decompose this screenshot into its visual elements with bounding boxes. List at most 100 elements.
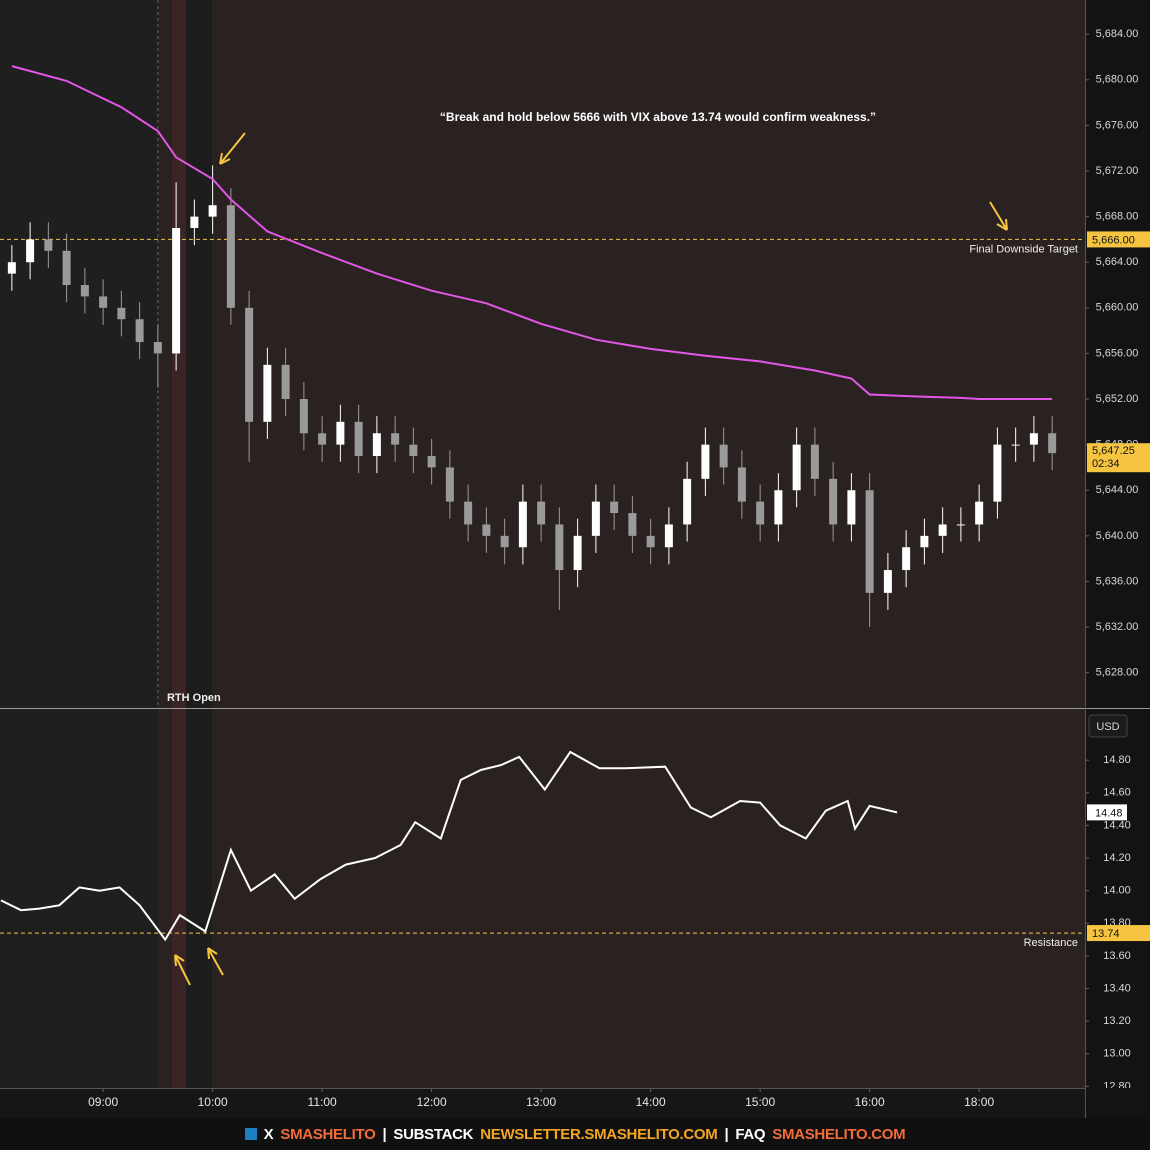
price-axis: 5,628.00 5,632.00 5,636.00 5,640.00 5,644.00… (1085, 28, 1139, 679)
candle-body (26, 239, 35, 263)
session-shading (158, 0, 1085, 1088)
unit-box (1088, 714, 1128, 738)
chart: 5,628.00 5,632.00 5,636.00 5,640.00 5,644.00… (0, 0, 1150, 1118)
y-tick-label: 5,632.00 (1096, 621, 1139, 633)
candle-body (190, 216, 199, 229)
y-tick-label: 14.40 (1103, 819, 1131, 831)
y-tick-label: 13.40 (1103, 982, 1131, 994)
vix-axis: 12.8013.0013.2013.4013.6013.8014.0014.20… (1086, 754, 1131, 1088)
footer-text: X (263, 1125, 274, 1143)
x-tick-label: 12:00 (417, 1095, 447, 1109)
y-tick-label: 5,652.00 (1096, 393, 1139, 405)
candle-body (445, 467, 454, 502)
candle-body (829, 478, 838, 525)
y-tick-label: 5,668.00 (1096, 211, 1139, 223)
candle-body (956, 524, 965, 526)
candle-body (482, 524, 491, 536)
y-tick-label: 5,636.00 (1096, 575, 1139, 587)
candle-body (920, 535, 929, 548)
y-tick-label: 5,672.00 (1096, 165, 1139, 177)
candle-body (555, 524, 564, 571)
candle-body (902, 547, 911, 571)
candle-body (792, 444, 801, 491)
y-tick-label: 5,660.00 (1096, 302, 1139, 314)
candle-body (226, 205, 235, 308)
y-tick-label: 13.20 (1103, 1015, 1131, 1027)
candle-body (573, 535, 582, 571)
price-box-label: 13.74 (1092, 928, 1120, 940)
arrows (174, 132, 1008, 986)
candle-body (701, 444, 710, 479)
footer-link[interactable]: SMASHELITO.COM (772, 1125, 906, 1143)
candle-body (44, 239, 53, 251)
candle-body (938, 524, 947, 536)
footer-link[interactable]: SMASHELITO (280, 1125, 376, 1143)
footer-text: FAQ (735, 1125, 766, 1143)
candle-body (281, 364, 290, 400)
x-tick-label: 14:00 (636, 1095, 666, 1109)
x-tick-label: 10:00 (198, 1095, 228, 1109)
vix-line (0, 750, 898, 942)
candle-body (1011, 444, 1020, 446)
x-tick-label: 16:00 (855, 1095, 885, 1109)
y-tick-label: 5,656.00 (1096, 347, 1139, 359)
candle-body (464, 501, 473, 525)
separator: | (724, 1125, 729, 1143)
y-tick-label: 13.00 (1103, 1048, 1131, 1060)
y-tick-label: 14.00 (1103, 885, 1131, 897)
candle-body (80, 285, 89, 297)
y-tick-label: 5,684.00 (1096, 28, 1139, 40)
footer-text: SUBSTACK (393, 1125, 474, 1143)
candle-body (7, 262, 16, 274)
vix-pane (0, 750, 1085, 942)
x-tick-label: 09:00 (88, 1095, 118, 1109)
candle-body (427, 456, 436, 468)
candle-body (135, 319, 144, 343)
y-tick-label: 5,680.00 (1096, 74, 1139, 86)
x-tick-label: 11:00 (308, 1095, 337, 1109)
x-tick-label: 13:00 (526, 1095, 556, 1109)
x-tick-label: 15:00 (745, 1095, 775, 1109)
y-tick-label: 14.80 (1103, 754, 1131, 766)
time-axis: 09:00 10:00 11:00 12:00 13:00 14:00 15:00 16:00… (88, 1088, 994, 1109)
candle-body (354, 421, 363, 457)
y-tick-label: 5,644.00 (1096, 484, 1139, 496)
reference-label: Final Downside Target (969, 243, 1078, 255)
price-box (1087, 231, 1150, 248)
y-tick-label: 13.60 (1103, 950, 1131, 962)
candle-body (810, 444, 819, 479)
candle-body (153, 342, 162, 354)
y-tick-label: 5,676.00 (1096, 119, 1139, 131)
y-tick-label: 14.60 (1103, 787, 1131, 799)
candle-body (391, 433, 400, 445)
candle-body (628, 513, 637, 536)
candle-body (975, 501, 984, 525)
candle-body (62, 250, 71, 286)
overlay: Final Downside Target 5,666.00 RTH Open 5,6… (167, 110, 1150, 949)
candle-body (318, 433, 327, 445)
price-pane (0, 0, 1085, 708)
unit-label: USD (1096, 721, 1119, 733)
candle-body (500, 535, 509, 548)
price-box (1087, 925, 1150, 942)
candle-body (865, 490, 874, 593)
candle-body (993, 444, 1002, 502)
candle-body (299, 399, 308, 434)
last-price: 5,647.25 (1092, 445, 1135, 457)
candle-body (683, 478, 692, 525)
countdown: 02:34 (1092, 458, 1120, 470)
y-tick-label: 5,664.00 (1096, 256, 1139, 268)
candle-body (591, 501, 600, 536)
annotation: “Break and hold below 5666 with VIX abov… (440, 110, 876, 124)
y-tick-label: 5,640.00 (1096, 530, 1139, 542)
separator: | (382, 1125, 387, 1143)
candle-body (172, 228, 181, 354)
candle-body (263, 364, 272, 422)
footer-link[interactable]: NEWSLETTER.SMASHELITO.COM (480, 1125, 718, 1143)
candle-body (99, 296, 108, 308)
candle-body (372, 433, 381, 457)
candle-body (518, 501, 527, 548)
candle-body (208, 205, 217, 217)
candle-body (610, 501, 619, 514)
session-label: RTH Open (167, 692, 221, 704)
